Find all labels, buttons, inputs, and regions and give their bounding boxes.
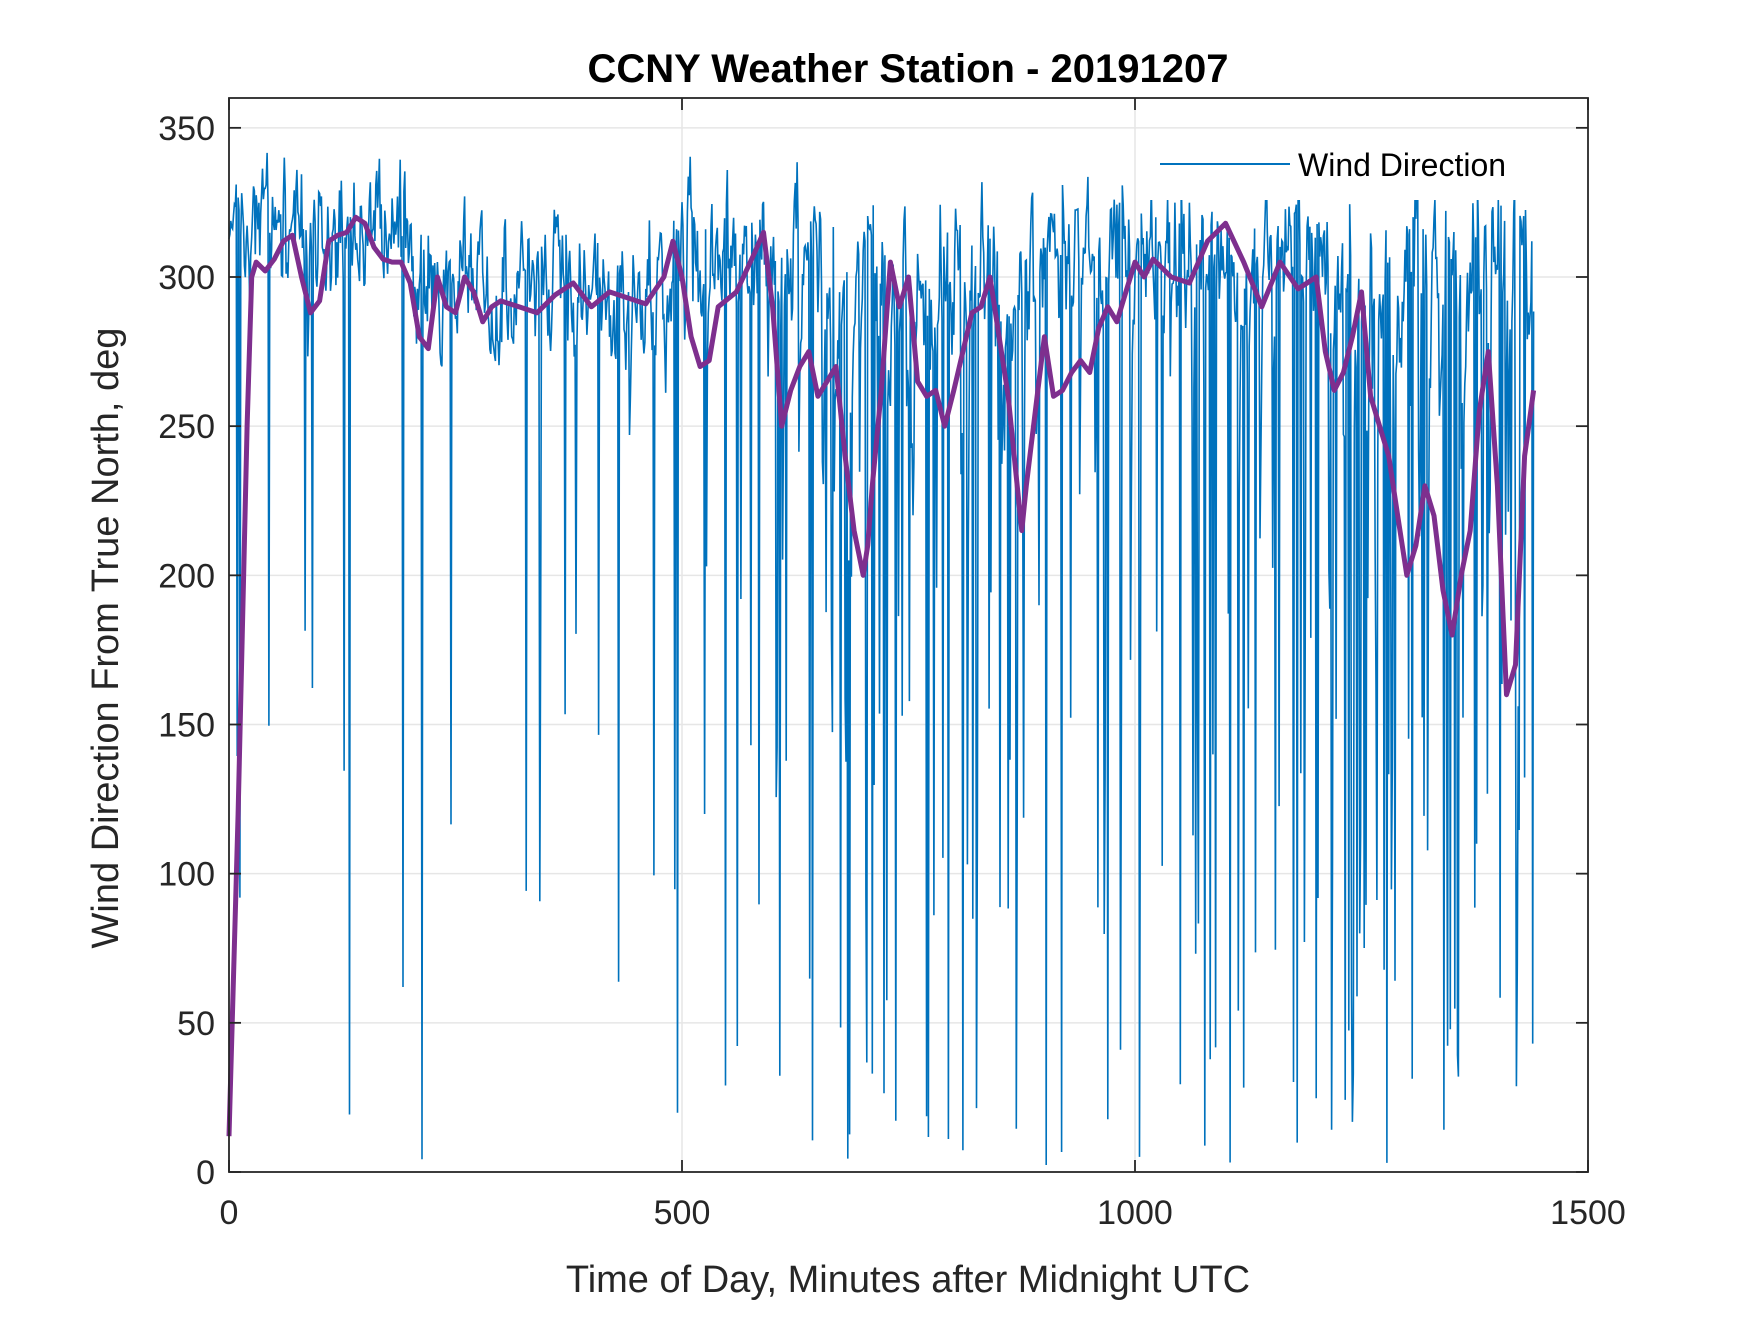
wind-direction-series — [228, 152, 1535, 1166]
y-tick-label: 300 — [158, 259, 215, 297]
x-axis-label: Time of Day, Minutes after Midnight UTC — [566, 1259, 1250, 1301]
smoothed-series — [226, 214, 1537, 1137]
y-tick-label: 350 — [158, 110, 215, 148]
legend: Wind Direction — [1150, 140, 1586, 200]
y-tick-label: 250 — [158, 408, 215, 446]
x-tick-label: 1000 — [1097, 1194, 1173, 1232]
y-axis-label: Wind Direction From True North, deg — [85, 328, 127, 949]
y-tick-label: 100 — [158, 856, 215, 894]
axes: 0 500 1000 1500 0 50 100 150 200 250 300 350 — [158, 97, 1626, 1232]
y-tick-label: 50 — [177, 1005, 215, 1043]
x-tick-label: 0 — [220, 1194, 239, 1232]
chart-title: CCNY Weather Station - 20191207 — [588, 47, 1229, 91]
smoothed-line — [226, 214, 1537, 1137]
legend-entry-wind-direction: Wind Direction — [1298, 147, 1506, 183]
x-tick-label: 1500 — [1550, 1194, 1626, 1232]
x-tick-label: 500 — [654, 1194, 711, 1232]
legend-box — [1150, 140, 1586, 200]
axes-box — [228, 97, 1589, 1173]
y-tick-label: 0 — [196, 1154, 215, 1192]
wind-direction-line — [228, 152, 1535, 1166]
y-tick-label: 150 — [158, 707, 215, 745]
y-tick-label: 200 — [158, 557, 215, 595]
